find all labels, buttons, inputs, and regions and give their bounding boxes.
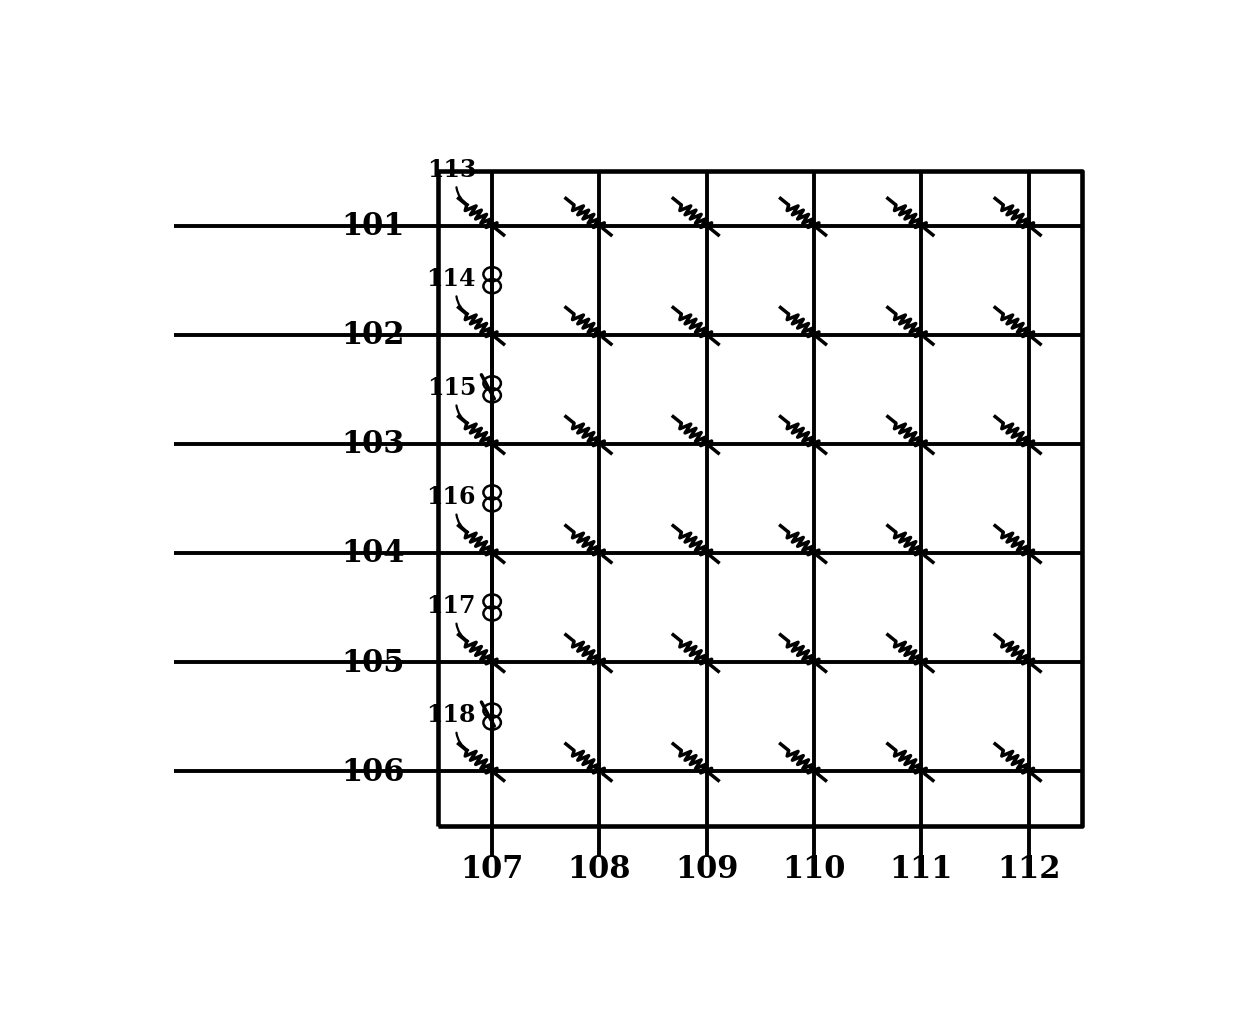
Text: 112: 112	[997, 853, 1060, 885]
Text: 117: 117	[427, 593, 476, 618]
Text: 114: 114	[427, 267, 476, 291]
Text: 106: 106	[341, 756, 404, 787]
Text: 101: 101	[341, 211, 404, 242]
Text: 103: 103	[341, 429, 404, 460]
Text: 110: 110	[782, 853, 846, 885]
Text: 118: 118	[427, 703, 476, 727]
Text: 104: 104	[341, 538, 404, 569]
Text: 115: 115	[427, 376, 476, 399]
Text: 108: 108	[568, 853, 631, 885]
Text: 105: 105	[341, 647, 404, 677]
Text: 116: 116	[427, 484, 476, 509]
Text: 107: 107	[460, 853, 523, 885]
Text: 113: 113	[427, 158, 476, 182]
Text: 111: 111	[890, 853, 954, 885]
Text: 102: 102	[341, 319, 404, 351]
Text: 109: 109	[675, 853, 739, 885]
